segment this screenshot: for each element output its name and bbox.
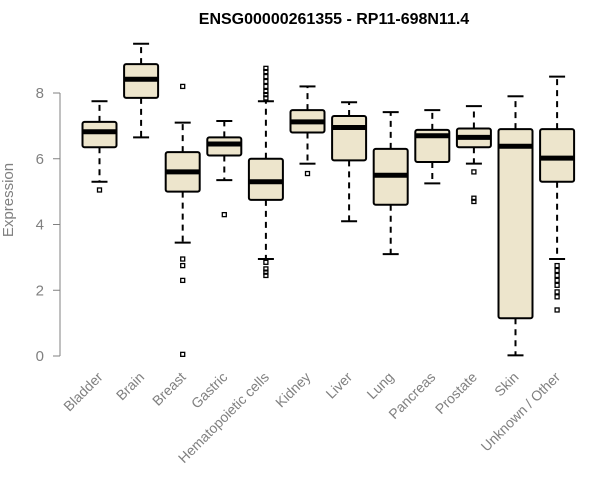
y-tick-label: 6 [36,151,44,168]
box-breast [164,83,201,358]
outlier-point [263,78,269,85]
outlier-point [554,282,560,288]
outlier-point [554,289,560,295]
outlier-point [471,198,477,205]
outlier-point [180,256,186,262]
outlier-point [554,277,560,284]
outlier-point [180,83,186,90]
x-tick-label: Bladder [60,369,106,415]
outlier-point [263,272,269,279]
y-tick-label: 0 [36,348,44,365]
outlier-point [471,169,477,175]
box-unknown-other [539,75,576,313]
iqr-box [331,115,368,162]
outlier-point [180,277,186,284]
y-tick-label: 4 [36,217,44,234]
outlier-point [96,187,103,193]
outlier-point [263,73,269,80]
x-tick-label: Brain [113,369,147,403]
box-hematopoietic-cells [247,65,284,279]
x-tick-label: Unknown / Other [478,369,564,455]
outlier-point [554,272,560,279]
chart-title: ENSG00000261355 - RP11-698N11.4 [199,11,470,28]
outlier-point [180,262,186,269]
outlier-point [554,294,560,300]
box-bladder [81,100,118,193]
x-tick-label: Lung [363,369,396,402]
y-tick-label: 8 [36,85,44,102]
outlier-point [180,351,186,358]
outlier-point [471,195,477,201]
box-gastric [206,119,243,218]
box-skin [497,95,534,357]
outlier-point [263,266,269,272]
outlier-point [263,91,269,98]
iqr-box [81,120,118,149]
outlier-point [304,170,311,177]
box-lung [372,111,409,256]
box-prostate [455,105,492,205]
outlier-point [554,267,560,274]
iqr-box [539,128,576,183]
outlier-point [263,65,269,71]
box-brain [123,42,160,139]
iqr-box [497,128,534,320]
x-tick-label: Skin [491,369,522,400]
x-tick-label: Prostate [432,369,480,417]
outlier-point [263,83,269,90]
outlier-point [263,259,269,265]
y-axis: 0 2 4 6 8 [36,85,61,365]
x-tick-label: Liver [322,369,355,402]
box-kidney [289,85,326,177]
outlier-point [263,88,269,95]
outlier-point [263,269,269,275]
outlier-point [263,95,269,101]
x-tick-label: Breast [149,369,189,409]
box-pancreas [414,109,451,185]
outlier-point [554,307,560,313]
y-tick-label: 2 [36,282,44,299]
outlier-point [221,211,227,218]
plot-area [81,42,576,358]
y-axis-label: Expression [0,163,17,237]
x-tick-label: Kidney [272,369,314,411]
outlier-point [554,262,560,269]
box-liver [331,101,368,223]
outlier-point [263,68,269,75]
